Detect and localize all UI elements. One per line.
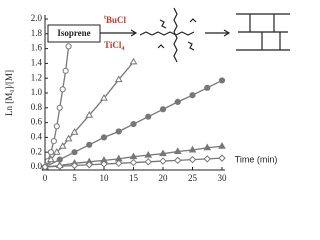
point (65, 43, 72, 50)
point (71, 149, 78, 156)
point (47, 149, 55, 156)
y-tick-label: 0.0 (31, 161, 43, 171)
point (58, 142, 67, 149)
scheme: Isoprene tBuCl TiCl4 (47, 7, 290, 63)
point (47, 155, 55, 163)
x-tick-label: 15 (129, 173, 139, 183)
point (52, 147, 61, 155)
point (145, 113, 152, 120)
point (159, 106, 167, 113)
coinitiator-subscript: 4 (121, 46, 124, 52)
point (59, 86, 66, 93)
point (159, 157, 167, 165)
y-tick-label: 0.8 (31, 102, 43, 112)
point (174, 156, 182, 165)
point (174, 98, 181, 105)
point (204, 84, 211, 91)
x-tick-label: 30 (218, 173, 228, 183)
initiator-name: BuCl (106, 15, 127, 25)
x-tick-label: 10 (100, 173, 110, 183)
initiator-prefix: t (104, 15, 106, 21)
y-tick-label: 1.6 (31, 43, 43, 53)
chart: Ln [M₀]/[M] Time (min) Isoprene tBuCl Ti… (4, 7, 290, 183)
point (115, 159, 123, 168)
x-tick-label: 25 (188, 173, 198, 183)
y-tick-label: 1.8 (31, 28, 43, 38)
arrow-head (223, 29, 231, 37)
comb-polymer (236, 13, 290, 51)
point (41, 163, 49, 171)
star-branch (157, 18, 197, 51)
point (56, 162, 64, 170)
x-axis-label: Time (min) (235, 154, 278, 164)
star-arm (173, 7, 178, 63)
point (188, 145, 197, 153)
y-tick-label: 1.4 (31, 57, 43, 67)
initiator: tBuCl (104, 15, 127, 25)
y-tick-label: 2.0 (31, 13, 43, 23)
y-tick-label: 0.2 (31, 146, 42, 156)
point (159, 149, 167, 157)
point (56, 104, 63, 111)
point (129, 158, 138, 167)
point (129, 57, 138, 65)
point (115, 128, 122, 135)
point (188, 155, 197, 164)
point (70, 128, 79, 135)
point (218, 154, 226, 162)
point (218, 142, 226, 149)
point (130, 120, 137, 128)
series-line (44, 61, 135, 168)
x-tick-label: 20 (159, 173, 169, 183)
point (114, 75, 123, 83)
point (189, 92, 196, 99)
monomer: Isoprene (57, 28, 90, 38)
coinitiator: TiCl4 (104, 40, 124, 52)
point (62, 67, 69, 74)
y-tick-label: 0.4 (31, 131, 43, 141)
point (100, 93, 108, 101)
point (50, 138, 57, 145)
point (144, 158, 152, 166)
point (173, 147, 182, 154)
point (129, 152, 138, 160)
y-tick-label: 0.6 (31, 117, 43, 127)
point (70, 161, 79, 170)
y-tick-label: 1.2 (31, 72, 42, 82)
point (144, 150, 153, 158)
point (100, 160, 108, 168)
y-tick-label: 1.0 (31, 87, 43, 97)
x-tick-label: 0 (43, 173, 48, 183)
coinitiator-name: TiCl (104, 40, 122, 50)
arrow-head (130, 29, 138, 37)
point (100, 134, 108, 141)
point (53, 123, 60, 130)
point (203, 143, 212, 151)
x-tick-label: 5 (72, 173, 77, 183)
point (85, 161, 93, 169)
point (86, 141, 93, 148)
point (203, 155, 211, 163)
point (85, 110, 94, 118)
y-axis-label: Ln [M₀]/[M] (4, 70, 14, 116)
point (218, 77, 226, 84)
star-arm (139, 31, 195, 36)
point (64, 134, 73, 142)
